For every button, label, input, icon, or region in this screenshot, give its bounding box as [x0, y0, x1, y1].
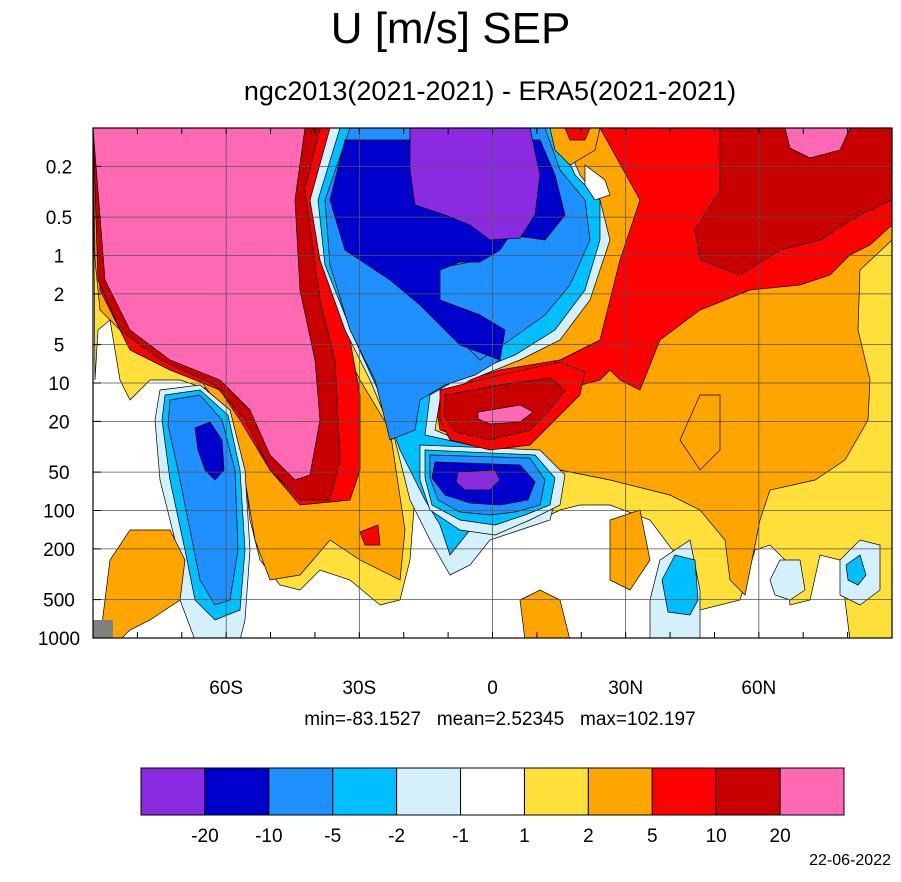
y-tick-label: 50 — [48, 463, 69, 484]
colorbar-box — [140, 767, 206, 816]
colorbar: -20 -10 -5 -2 -1 1 2 5 10 20 — [140, 767, 845, 847]
x-axis: 60S 30S 0 30N 60N — [136, 128, 849, 699]
y-tick-label: 2 — [54, 285, 65, 306]
colorbar-label: -1 — [452, 826, 469, 847]
y-tick-label: 20 — [48, 412, 69, 433]
y-tick-label: 5 — [54, 336, 65, 357]
y-tick-label: 10 — [48, 374, 69, 395]
x-tick-label: 60S — [209, 678, 243, 699]
colorbar-label: -20 — [191, 826, 218, 847]
x-tick-label: 60N — [741, 678, 776, 699]
colorbar-label: 10 — [706, 826, 727, 847]
y-axis: 0.2 0.5 1 2 5 10 20 50 100 200 500 1000 — [38, 157, 101, 650]
colorbar-label: -2 — [388, 826, 405, 847]
x-tick-label: 0 — [487, 678, 498, 699]
colorbar-box — [204, 767, 270, 816]
chart-subtitle: ngc2013(2021-2021) - ERA5(2021-2021) — [243, 76, 737, 106]
colorbar-box — [715, 767, 781, 816]
colorbar-label: 2 — [583, 826, 594, 847]
colorbar-box — [523, 767, 589, 816]
colorbar-label: -10 — [255, 826, 282, 847]
colorbar-label: 5 — [647, 826, 658, 847]
y-tick-label: 1000 — [38, 629, 80, 650]
y-tick-label: 200 — [43, 540, 75, 561]
x-tick-label: 30N — [608, 678, 643, 699]
stat-min: min=-83.1527 — [304, 709, 422, 730]
y-tick-label: 1 — [54, 247, 65, 268]
colorbar-box — [651, 767, 717, 816]
gridlines — [93, 128, 892, 639]
colorbar-label: 1 — [519, 826, 530, 847]
colorbar-box — [268, 767, 334, 816]
colorbar-box — [587, 767, 653, 816]
colorbar-box — [396, 767, 462, 816]
x-tick-label: 30S — [342, 678, 376, 699]
stats-line: min=-83.1527 mean=2.52345 max=102.197 — [0, 709, 901, 731]
y-tick-label: 0.2 — [46, 157, 72, 178]
colorbar-box — [332, 767, 398, 816]
stat-max: max=102.197 — [580, 709, 696, 730]
y-tick-label: 500 — [43, 591, 75, 612]
colorbar-box — [779, 767, 845, 816]
y-tick-label: 100 — [43, 502, 75, 523]
colorbar-box — [460, 767, 525, 816]
stat-mean: mean=2.52345 — [436, 709, 565, 730]
footer-date: 22-06-2022 — [809, 852, 891, 869]
colorbar-label: 20 — [770, 826, 791, 847]
colorbar-label: -5 — [324, 826, 341, 847]
chart-title: U [m/s] SEP — [330, 4, 571, 53]
y-tick-label: 0.5 — [46, 208, 72, 229]
